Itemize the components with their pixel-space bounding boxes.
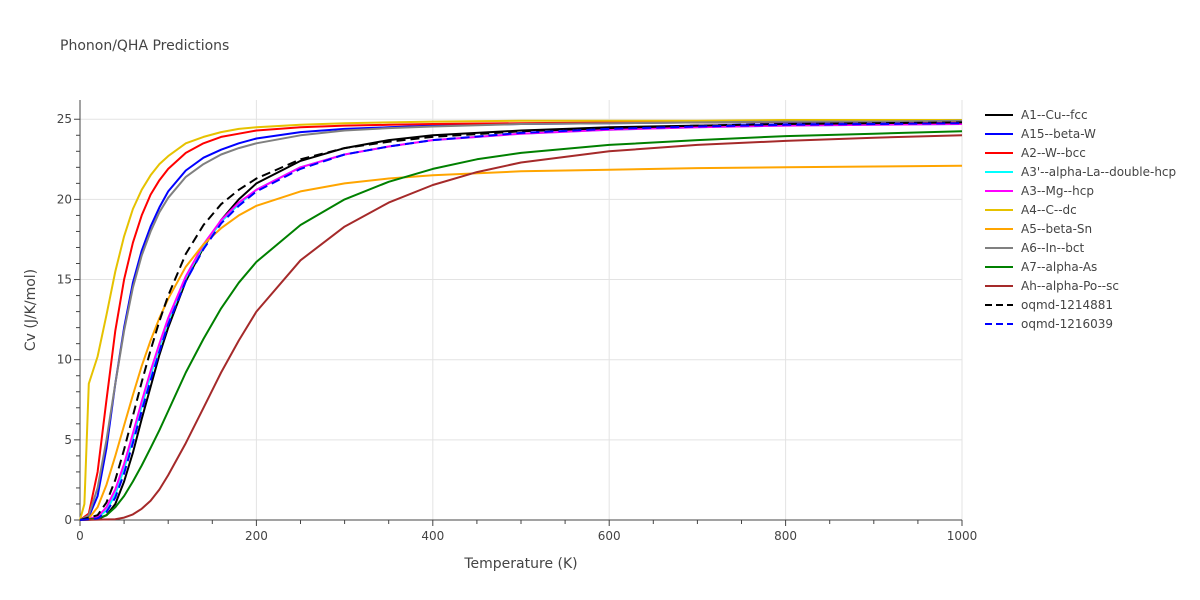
legend-label-9[interactable]: Ah--alpha-Po--sc	[1021, 279, 1119, 293]
legend-label-0[interactable]: A1--Cu--fcc	[1021, 108, 1088, 122]
series-line-6	[79, 164, 963, 521]
y-tick-label: 0	[64, 513, 72, 527]
legend-label-10[interactable]: oqmd-1214881	[1021, 298, 1113, 312]
x-axis-title: Temperature (K)	[463, 556, 577, 572]
y-tick-label: 5	[64, 433, 72, 447]
series-line-9	[79, 134, 963, 521]
legend-label-11[interactable]: oqmd-1216039	[1021, 317, 1113, 331]
series-line-8	[79, 130, 963, 521]
series-line-5	[79, 119, 962, 521]
series-line-10	[79, 121, 963, 521]
series-line-11	[79, 122, 963, 521]
legend-label-6[interactable]: A5--beta-Sn	[1021, 222, 1092, 236]
series-line-2	[79, 120, 962, 521]
y-tick-label: 25	[57, 112, 72, 126]
legend-label-1[interactable]: A15--beta-W	[1021, 127, 1096, 141]
x-tick-label: 600	[598, 529, 621, 543]
legend-label-4[interactable]: A3--Mg--hcp	[1021, 184, 1094, 198]
series-line-1	[79, 120, 963, 521]
x-tick-label: 400	[421, 529, 444, 543]
series-line-7	[79, 119, 963, 521]
legend-label-7[interactable]: A6--In--bct	[1021, 241, 1085, 255]
legend-label-8[interactable]: A7--alpha-As	[1021, 260, 1097, 274]
x-tick-label: 200	[245, 529, 268, 543]
x-tick-label: 800	[774, 529, 797, 543]
legend-label-2[interactable]: A2--W--bcc	[1021, 146, 1086, 160]
y-tick-label: 15	[57, 273, 72, 287]
legend-label-5[interactable]: A4--C--dc	[1021, 203, 1077, 217]
y-tick-label: 20	[57, 192, 72, 206]
x-tick-label: 0	[76, 529, 84, 543]
plot-area	[79, 119, 963, 521]
x-tick-label: 1000	[947, 529, 978, 543]
legend-label-3[interactable]: A3'--alpha-La--double-hcp	[1021, 165, 1176, 179]
y-tick-label: 10	[57, 353, 72, 367]
axes: 0 200 400 600 800 1000 0 5 10 15 20 25	[57, 100, 978, 543]
chart-title: Phonon/QHA Predictions	[60, 38, 229, 54]
y-axis-title: Cv (J/K/mol)	[23, 269, 39, 351]
legend: A1--Cu--fcc A15--beta-W A2--W--bcc A3'--alp…	[985, 108, 1176, 331]
